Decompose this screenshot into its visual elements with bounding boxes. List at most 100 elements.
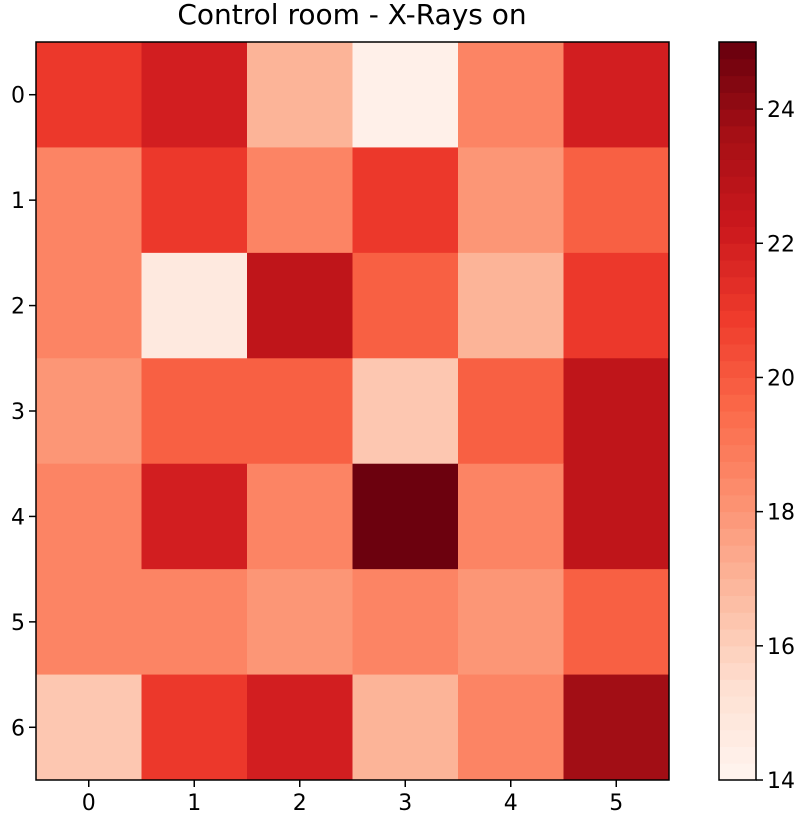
- x-tick-label: 4: [504, 791, 518, 816]
- colorbar-tick-label: 24: [767, 98, 795, 123]
- heatmap-cell: [36, 569, 142, 676]
- colorbar-segment: [719, 427, 756, 446]
- heatmap-cell: [458, 147, 564, 254]
- heatmap-cell: [247, 358, 353, 465]
- colorbar-segment: [719, 394, 756, 412]
- heatmap-cell: [352, 463, 459, 570]
- colorbar-segment: [719, 528, 756, 546]
- colorbar-segment: [719, 595, 756, 613]
- colorbar-segment: [719, 276, 756, 295]
- colorbar-segment: [719, 444, 756, 462]
- colorbar-segment: [719, 679, 756, 697]
- heatmap-cell: [36, 358, 142, 465]
- colorbar-segment: [719, 612, 756, 630]
- colorbar-segment: [719, 159, 756, 177]
- colorbar-frame: [718, 41, 757, 781]
- colorbar-segment: [719, 293, 756, 311]
- heatmap-cell: [458, 463, 564, 570]
- heatmap-cell: [141, 147, 248, 254]
- heatmap-cell: [247, 252, 353, 359]
- heatmap-cell: [247, 569, 353, 676]
- x-tick-label: 5: [609, 791, 623, 816]
- colorbar-segment: [719, 662, 756, 680]
- heatmap-cell: [563, 42, 670, 148]
- colorbar-segment: [719, 645, 756, 664]
- colorbar-segment: [719, 360, 756, 378]
- heatmap-cells: [36, 42, 670, 781]
- x-axis-ticks: 0 1 2 3 4 5: [82, 780, 623, 816]
- colorbar-segment: [719, 494, 756, 513]
- heatmap-cell: [458, 674, 564, 781]
- heatmap-cell: [563, 674, 670, 781]
- heatmap-cell: [36, 674, 142, 781]
- colorbar-segment: [719, 260, 756, 278]
- heatmap-cell: [141, 358, 248, 465]
- heatmap-cell: [36, 463, 142, 570]
- heatmap-cell: [36, 147, 142, 254]
- heatmap-cell: [352, 358, 459, 465]
- heatmap-cell: [352, 147, 459, 254]
- colorbar-segment: [719, 729, 756, 747]
- colorbar-segment: [719, 142, 756, 160]
- heatmap-cell: [352, 569, 459, 676]
- heatmap-cell: [141, 252, 248, 359]
- heatmap-cell: [458, 358, 564, 465]
- colorbar-segment: [719, 545, 756, 563]
- colorbar-segment: [719, 327, 756, 345]
- colorbar-segment: [719, 58, 756, 77]
- colorbar-ticks: 14 16 18 20 22 24: [756, 98, 795, 794]
- heatmap-cell: [141, 463, 248, 570]
- heatmap-cell: [141, 569, 248, 676]
- heatmap-cell: [247, 147, 353, 254]
- colorbar-segment: [719, 92, 756, 110]
- heatmap-cell: [36, 252, 142, 359]
- colorbar-segment: [719, 125, 756, 144]
- colorbar-segment: [719, 411, 756, 429]
- colorbar-segment: [719, 578, 756, 596]
- colorbar-segment: [719, 243, 756, 261]
- y-axis-ticks: 0 1 2 3 4 5 6: [11, 84, 36, 741]
- heatmap-cell: [141, 42, 248, 148]
- colorbar-tick-label: 20: [767, 366, 795, 391]
- x-tick-label: 0: [82, 791, 96, 816]
- colorbar-segment: [719, 176, 756, 194]
- heatmap-cell: [563, 569, 670, 676]
- heatmap-cell: [563, 463, 670, 570]
- colorbar-segment: [719, 109, 756, 127]
- colorbar-segment: [719, 712, 756, 731]
- heatmap-cell: [352, 252, 459, 359]
- y-tick-label: 1: [11, 189, 25, 214]
- chart-title: Control room - X-Rays on: [177, 0, 526, 31]
- colorbar-segment: [719, 310, 756, 328]
- colorbar-segment: [719, 746, 756, 764]
- heatmap-cell: [352, 674, 459, 781]
- y-tick-label: 4: [11, 505, 25, 530]
- colorbar-segment: [719, 42, 756, 60]
- colorbar-segment: [719, 343, 756, 362]
- y-tick-label: 6: [11, 716, 25, 741]
- heatmap-cell: [563, 358, 670, 465]
- colorbar-segment: [719, 209, 756, 227]
- x-tick-label: 3: [398, 791, 412, 816]
- colorbar-segment: [719, 377, 756, 395]
- heatmap-cell: [458, 252, 564, 359]
- colorbar-segment: [719, 226, 756, 244]
- colorbar-segment: [719, 511, 756, 529]
- heatmap-cell: [563, 147, 670, 254]
- x-tick-label: 2: [293, 791, 307, 816]
- heatmap-cell: [36, 42, 142, 148]
- x-tick-label: 1: [187, 791, 201, 816]
- heatmap-cell: [352, 42, 459, 148]
- heatmap-cell: [458, 42, 564, 148]
- y-tick-label: 3: [11, 400, 25, 425]
- colorbar-segment: [719, 629, 756, 647]
- colorbar-segment: [719, 192, 756, 211]
- colorbar-segment: [719, 763, 756, 781]
- colorbar-tick-label: 18: [767, 501, 795, 526]
- colorbar-segment: [719, 75, 756, 93]
- heatmap-cell: [247, 674, 353, 781]
- colorbar-tick-label: 22: [767, 232, 795, 257]
- heatmap-cell: [458, 569, 564, 676]
- heatmap-cell: [247, 463, 353, 570]
